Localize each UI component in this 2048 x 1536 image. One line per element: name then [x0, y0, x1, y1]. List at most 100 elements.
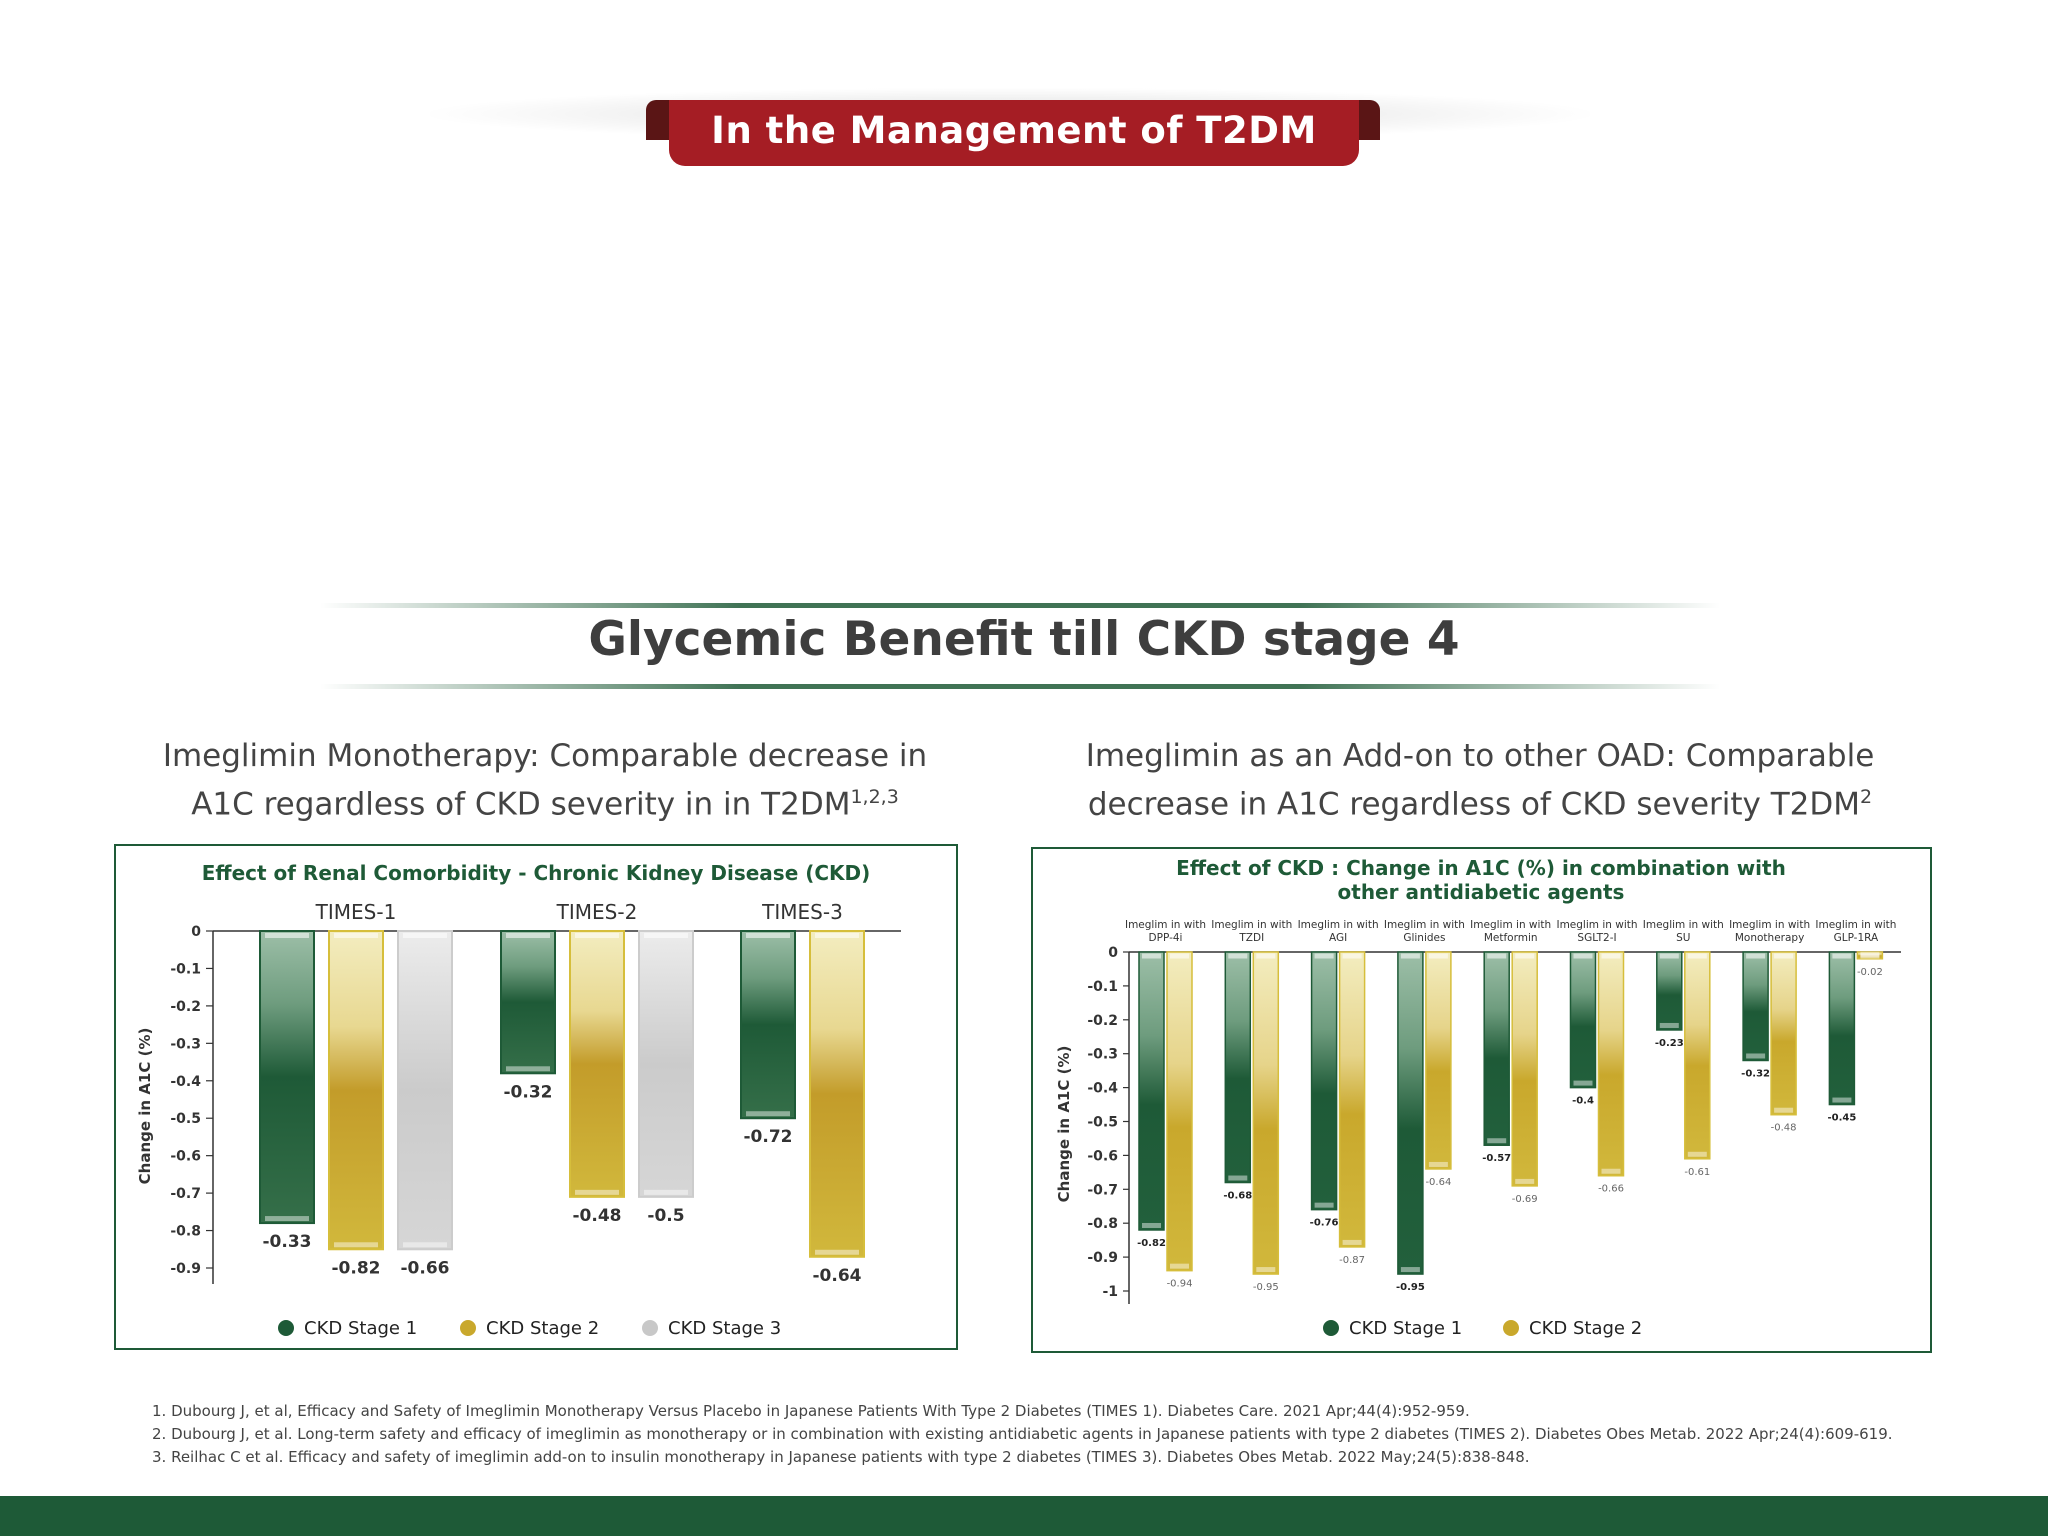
left-bar-cap-bottom: [644, 1189, 688, 1195]
right-bar-cap-bottom: [1659, 1022, 1679, 1028]
right-chart-title-line1: Effect of CKD : Change in A1C (%) in com…: [1176, 856, 1786, 880]
left-subtitle-line1: Imeglimin Monotherapy: Comparable decrea…: [162, 738, 928, 774]
left-bar-value-label: -0.64: [813, 1266, 862, 1286]
left-y-tick-label: -0.3: [170, 1036, 201, 1052]
right-category-label-line1: Imeglim in with: [1470, 919, 1551, 931]
right-bar-value-label: -0.82: [1137, 1238, 1166, 1249]
right-bar-cap-bottom: [1256, 1267, 1276, 1273]
right-bar-cap-bottom: [1342, 1239, 1362, 1245]
right-bar-cap-top: [1515, 953, 1535, 959]
right-category-label-line2: Metformin: [1484, 932, 1538, 944]
right-bar-cap-bottom: [1774, 1107, 1794, 1113]
right-bar-value-label: -0.68: [1223, 1191, 1252, 1202]
left-bar-cap-top: [334, 933, 378, 938]
right-bar-value-label: -0.64: [1425, 1177, 1451, 1188]
right-bar-value-label: -0.02: [1857, 967, 1883, 978]
right-chart: Effect of CKD : Change in A1C (%) in com…: [1055, 856, 1901, 1339]
section-title: Glycemic Benefit till CKD stage 4: [588, 612, 1460, 667]
right-category-label-line1: Imeglim in with: [1211, 919, 1292, 931]
right-bar-cap-top: [1256, 953, 1276, 959]
left-y-tick-label: -0.2: [170, 999, 201, 1015]
right-bar-value-label: -0.76: [1310, 1218, 1339, 1229]
right-bar-cap-bottom: [1314, 1202, 1334, 1208]
right-bar-cap-bottom: [1573, 1080, 1593, 1086]
right-bar: [1166, 951, 1193, 1272]
right-bar-cap-top: [1487, 953, 1507, 959]
right-bar: [1656, 951, 1683, 1031]
left-bar-cap-top: [746, 933, 790, 938]
left-bar: [259, 930, 315, 1225]
right-bar: [1597, 951, 1625, 1177]
right-bar-value-label: -0.69: [1512, 1194, 1538, 1205]
right-bar: [1770, 951, 1797, 1116]
right-y-tick-label: -0.9: [1087, 1250, 1118, 1266]
right-bar-cap-top: [1659, 953, 1679, 959]
right-subtitle: Imeglimin as an Add-on to other OAD: Com…: [1030, 736, 1930, 825]
right-bar: [1483, 951, 1510, 1146]
right-y-tick-label: -0.8: [1087, 1216, 1118, 1232]
right-category-label-line2: TZDI: [1238, 932, 1264, 944]
left-legend-marker: [460, 1320, 476, 1336]
left-bar-value-label: -0.32: [504, 1082, 553, 1102]
left-bar-value-label: -0.82: [332, 1258, 381, 1278]
right-category-label-line2: Monotherapy: [1735, 932, 1804, 944]
left-bar-cap-bottom: [815, 1249, 859, 1255]
right-bar-cap-top: [1228, 953, 1248, 959]
right-y-tick-label: -1: [1102, 1284, 1118, 1300]
right-category-label-line2: AGI: [1329, 932, 1347, 944]
right-bar-cap-bottom: [1746, 1053, 1766, 1059]
right-bar-cap-top: [1601, 953, 1621, 959]
right-subtitle-line1: Imeglimin as an Add-on to other OAD: Com…: [1085, 738, 1875, 774]
left-bar: [500, 930, 556, 1075]
right-bar: [1138, 951, 1165, 1231]
right-bar-value-label: -0.61: [1684, 1167, 1710, 1178]
left-bar: [740, 930, 796, 1120]
right-bar-value-label: -0.32: [1741, 1068, 1770, 1079]
right-bar: [1742, 951, 1769, 1062]
right-category-label-line2: DPP-4i: [1149, 932, 1183, 944]
right-bar-cap-bottom: [1487, 1138, 1507, 1144]
left-bar-value-label: -0.72: [744, 1127, 793, 1147]
right-category-label-line1: Imeglim in with: [1556, 919, 1637, 931]
left-subtitle-sup: 1,2,3: [850, 786, 899, 808]
left-subtitle-line2-wrap: A1C regardless of CKD severity in in T2D…: [110, 777, 980, 825]
right-bar: [1338, 951, 1366, 1248]
left-bar-cap-bottom: [403, 1242, 447, 1248]
left-bar-cap-top: [506, 933, 550, 938]
left-bar-cap-bottom: [575, 1189, 619, 1195]
left-bar: [569, 930, 625, 1198]
references: 1. Dubourg J, et al, Efficacy and Safety…: [152, 1400, 1893, 1469]
right-bar-cap-top: [1832, 953, 1852, 959]
right-bar-cap-top: [1860, 953, 1880, 959]
left-y-tick-label: -0.7: [170, 1186, 201, 1202]
reference-1: 1. Dubourg J, et al, Efficacy and Safety…: [152, 1402, 1470, 1420]
right-category-label-line2: SU: [1676, 932, 1690, 944]
left-subtitle: Imeglimin Monotherapy: Comparable decrea…: [110, 736, 980, 825]
reference-2: 2. Dubourg J, et al. Long-term safety an…: [152, 1425, 1893, 1443]
right-bar-cap-bottom: [1832, 1097, 1852, 1103]
left-y-tick-label: -0.6: [170, 1149, 201, 1165]
left-bar-value-label: -0.33: [263, 1232, 312, 1252]
right-bar-cap-top: [1573, 953, 1593, 959]
title-rule-bottom: [320, 684, 1720, 689]
right-category-label-line1: Imeglim in with: [1815, 919, 1896, 931]
right-bar-cap-top: [1400, 953, 1420, 959]
right-bar-cap-top: [1746, 953, 1766, 959]
right-category-label-line1: Imeglim in with: [1384, 919, 1465, 931]
left-bar-cap-bottom: [506, 1066, 550, 1072]
right-legend-marker: [1323, 1320, 1339, 1336]
right-chart-panel: Effect of CKD : Change in A1C (%) in com…: [1031, 847, 1932, 1353]
left-bars: -0.33 -0.82 -0.66 -0.32 -0.48 -0.5 -0.72 -0.64: [259, 930, 865, 1286]
right-subtitle-sup: 2: [1860, 786, 1873, 808]
left-bar-value-label: -0.5: [647, 1206, 684, 1226]
right-bar-value-label: -0.87: [1339, 1255, 1365, 1266]
right-chart-title-line2: other antidiabetic agents: [1338, 880, 1625, 904]
right-bar-cap-top: [1314, 953, 1334, 959]
right-bar-value-label: -0.57: [1482, 1153, 1511, 1164]
left-bar-cap-bottom: [334, 1242, 378, 1248]
right-category-label-line2: GLP-1RA: [1834, 932, 1879, 944]
right-category-label-line1: Imeglim in with: [1643, 919, 1724, 931]
right-y-axis-label: Change in A1C (%): [1055, 1046, 1073, 1203]
left-subtitle-line2: A1C regardless of CKD severity in in T2D…: [191, 786, 851, 823]
banner-title: In the Management of T2DM: [669, 100, 1359, 166]
